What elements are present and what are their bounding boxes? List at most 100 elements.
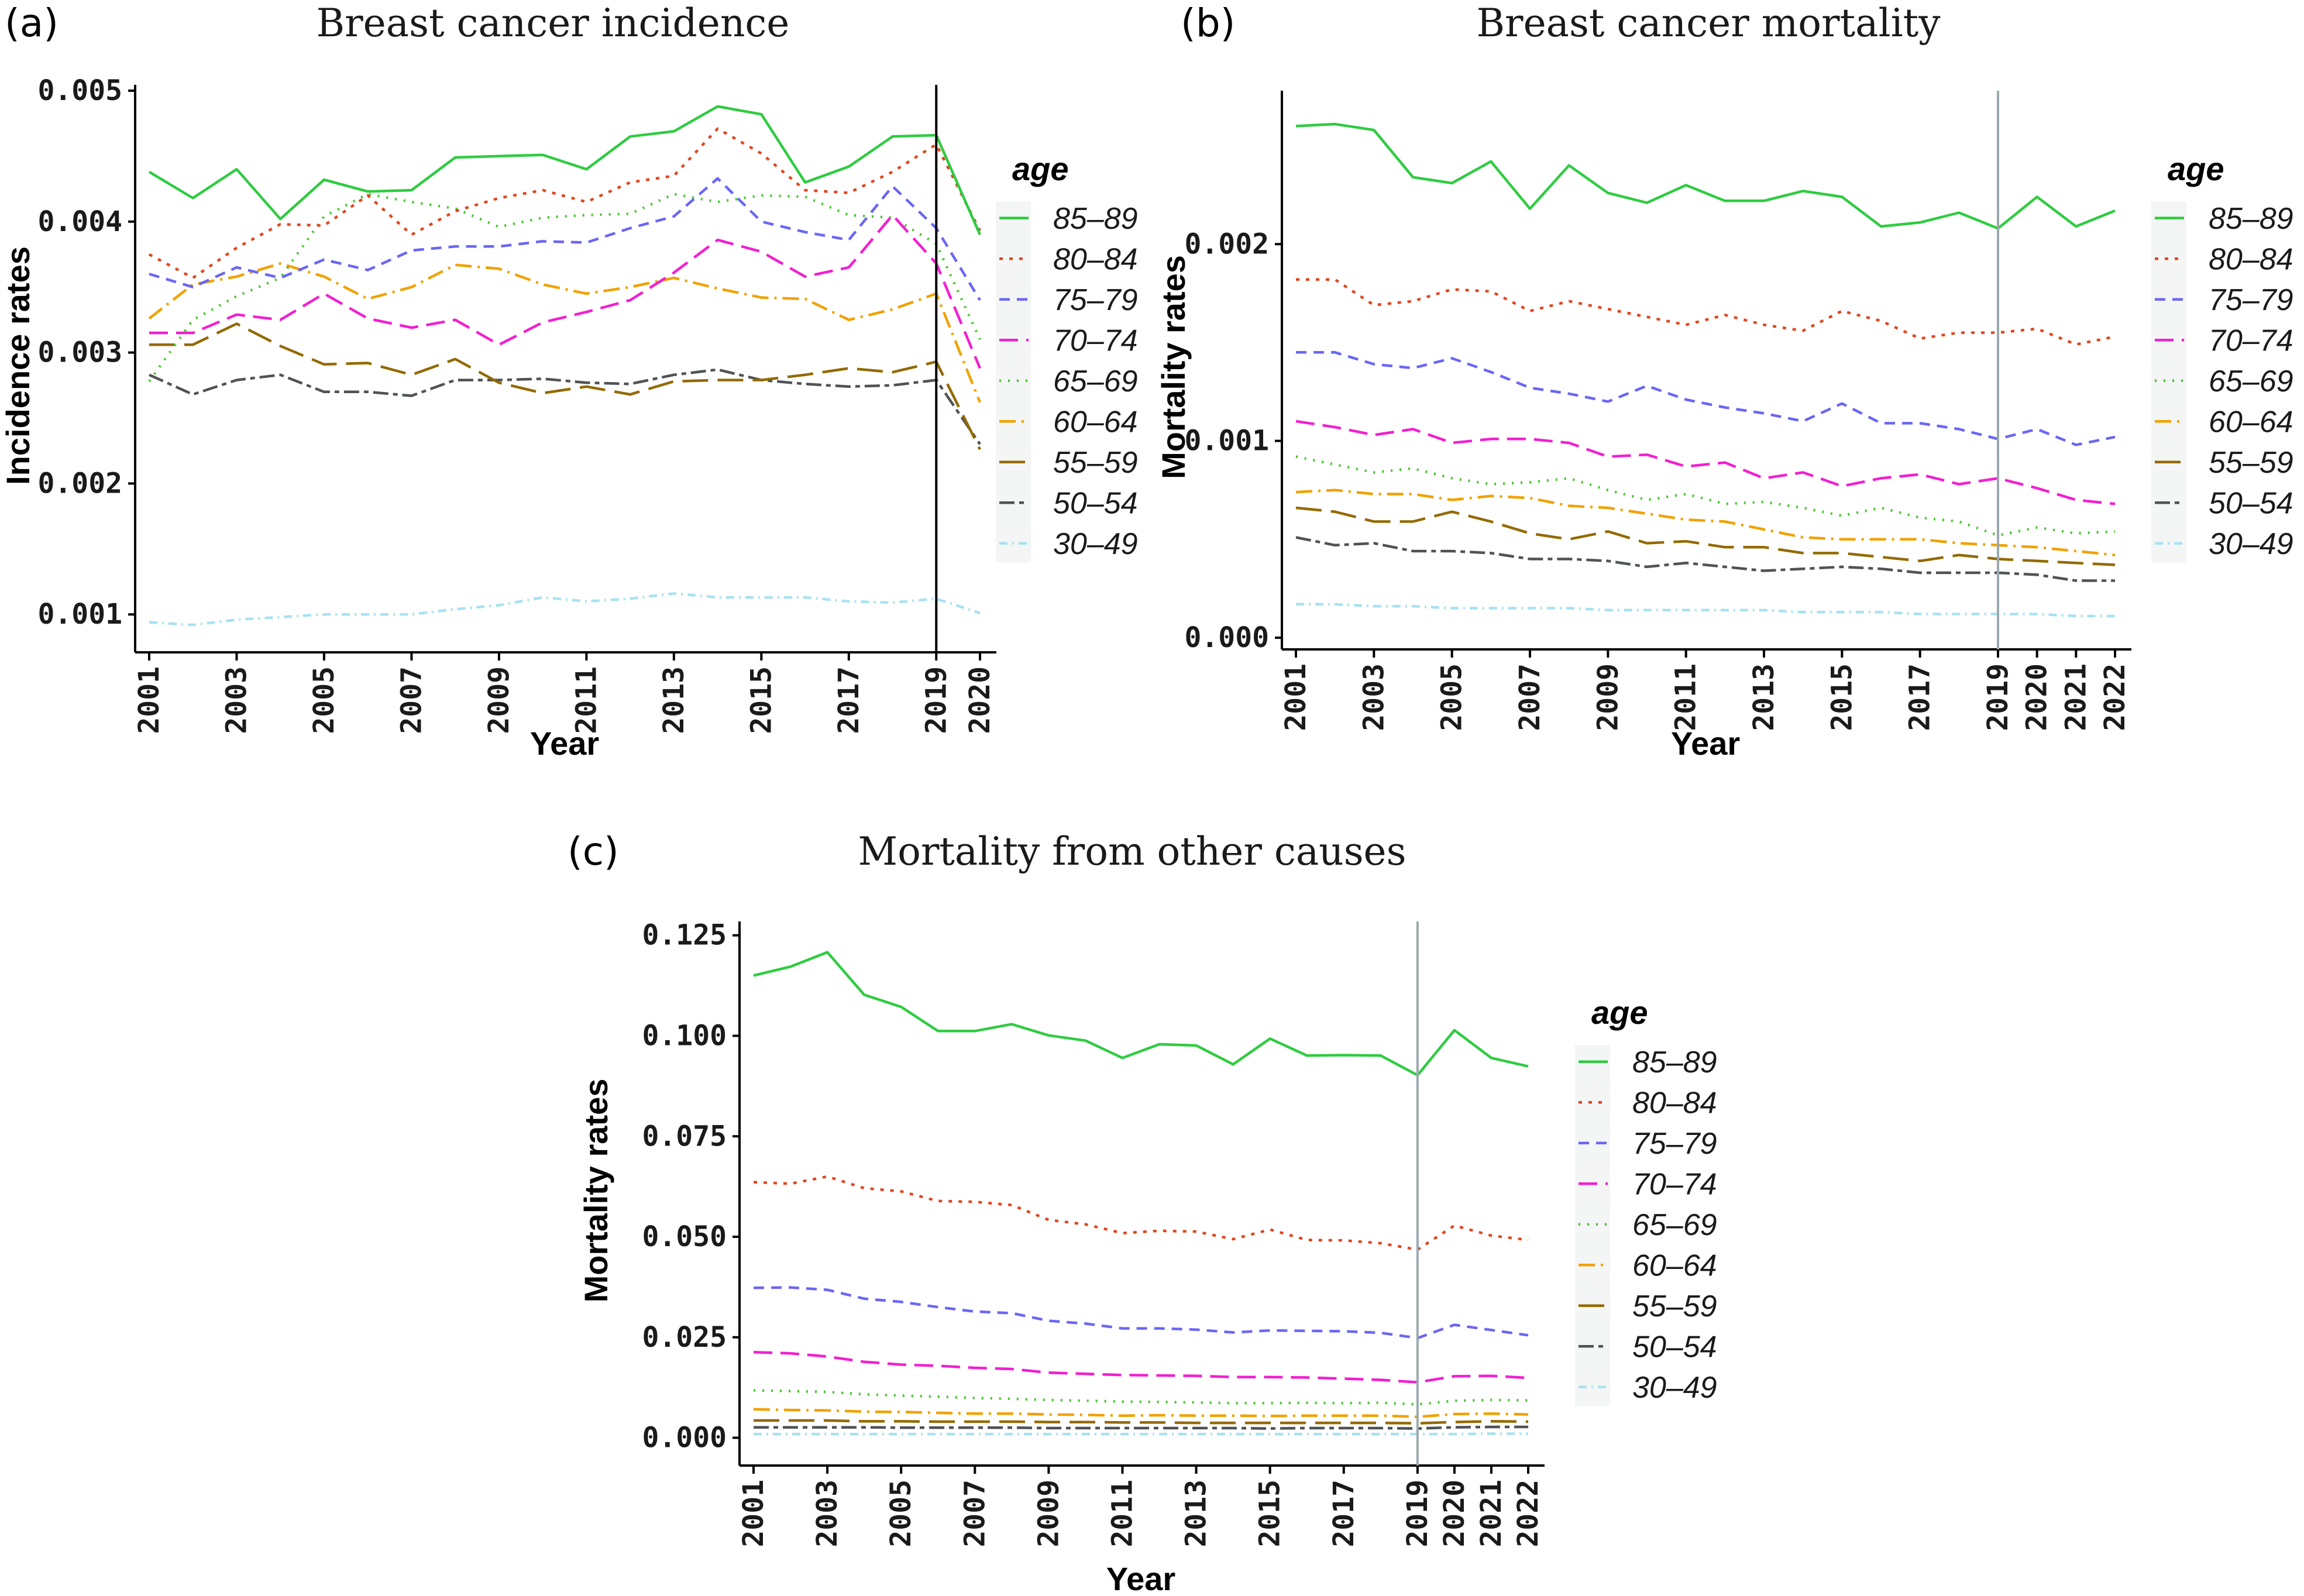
panel-b-series-30-49 <box>1296 603 2115 618</box>
panel-a-x-tick-label: 2020 <box>964 666 996 734</box>
panel-a-plot-area: 0.001 0.002 0.003 0.004 0.005 2001 2003 2005 200… <box>0 74 996 762</box>
panel-a-legend-label-30-49: 30–49 <box>1053 527 1138 561</box>
panel-a-series-80-84 <box>148 127 982 280</box>
panel-c-x-tick-label: 2001 <box>737 1480 770 1547</box>
panel-b-legend-label-65-69: 65–69 <box>2209 364 2293 398</box>
panel-a-legend-label-60-64: 60–64 <box>1053 405 1138 439</box>
panel-c-legend-label-80-84: 80–84 <box>1632 1086 1717 1120</box>
panel-a-x-tick-label: 2019 <box>920 666 952 734</box>
panel-a-series-75-79 <box>149 177 981 301</box>
panel-c-legend-label-50-54: 50–54 <box>1632 1330 1717 1364</box>
panel-a-y-tick-label: 0.004 <box>38 205 123 238</box>
panel-c-legend-label-70-74: 70–74 <box>1632 1167 1717 1201</box>
panel-a-x-tick-label: 2017 <box>833 666 865 734</box>
panel-b-series-75-79 <box>1296 351 2116 446</box>
panel-a-series-30-49 <box>149 592 981 627</box>
panel-a-x-axis-title: Year <box>530 725 599 762</box>
panel-a-y-axis-title: Incidence rates <box>0 246 36 485</box>
panel-b-series-50-54 <box>1295 536 2115 582</box>
panel-a-legend-label-85-89: 85–89 <box>1053 202 1138 236</box>
panel-a-legend-label-80-84: 80–84 <box>1053 242 1138 276</box>
panel-c-x-tick-label: 2011 <box>1106 1480 1139 1547</box>
panel-b-legend-label-85-89: 85–89 <box>2209 202 2293 236</box>
panel-b-x-tick-label: 2019 <box>1982 663 2014 731</box>
panel-a-y-tick-label: 0.005 <box>38 74 123 107</box>
panel-c-series-85-89 <box>753 951 1529 1077</box>
panel-a-series-70-74 <box>149 214 982 369</box>
panel-c-series-55-59 <box>754 1419 1529 1425</box>
panel-a-legend-label-65-69: 65–69 <box>1053 364 1138 398</box>
panel-b-series-60-64 <box>1295 489 2116 556</box>
panel-c-plot-area: 0.000 0.025 0.050 0.075 0.100 0.125 2001 2003 20… <box>577 919 1545 1596</box>
panel-a-x-tick-label: 2001 <box>133 666 166 734</box>
panel-c-x-axis-title: Year <box>1106 1560 1175 1596</box>
panel-a-y-tick-label: 0.002 <box>38 467 123 500</box>
panel-b-x-tick-label: 2013 <box>1748 663 1780 731</box>
panel-b-title: Breast cancer mortality <box>1477 1 1941 46</box>
panel-b-series-70-74 <box>1295 419 2116 505</box>
panel-c-x-tick-label: 2020 <box>1438 1480 1471 1547</box>
panel-b: (b) Breast cancer mortality 0.0000.0010.… <box>1155 1 2293 762</box>
panel-c-x-tick-label: 2022 <box>1512 1480 1545 1547</box>
panel-a-x-tick-label: 2003 <box>220 666 253 734</box>
panel-c-series-70-74 <box>753 1350 1529 1384</box>
panel-c-x-tick-label: 2021 <box>1475 1480 1508 1547</box>
panel-c-y-tick-label: 0.050 <box>642 1220 727 1253</box>
panel-b-x-tick-label: 2011 <box>1670 663 1703 731</box>
panel-b-x-tick-label: 2007 <box>1514 663 1546 731</box>
panel-a-x-tick-label: 2005 <box>308 666 341 734</box>
panel-a-x-tick-label: 2013 <box>658 666 690 734</box>
panel-c-legend-title: age <box>1591 994 1648 1031</box>
panel-b-legend-label-80-84: 80–84 <box>2209 242 2293 276</box>
panel-a-series-60-64 <box>148 262 982 403</box>
panel-c-y-tick-label: 0.000 <box>642 1422 727 1454</box>
panel-c-y-tick-label: 0.025 <box>642 1321 727 1354</box>
panel-c-x-tick-label: 2003 <box>811 1480 844 1547</box>
panel-c-x-tick-label: 2005 <box>885 1480 917 1547</box>
panel-b-letter: (b) <box>1181 1 1235 46</box>
panel-c-legend-label-75-79: 75–79 <box>1632 1127 1717 1161</box>
panel-a-x-tick-label: 2007 <box>395 666 428 734</box>
panel-a-legend: age 85–89 80–84 75–79 70–74 65–69 60–64 55–59 50… <box>996 150 1138 563</box>
panel-a: (a) Breast cancer incidence 0.0010.0020.… <box>0 1 1138 762</box>
panel-a-legend-label-75-79: 75–79 <box>1053 283 1138 317</box>
panel-c-y-axis-title: Mortality rates <box>577 1079 614 1303</box>
panel-a-legend-title: age <box>1012 150 1069 187</box>
panel-b-series-55-59 <box>1295 506 2116 566</box>
panel-a-letter: (a) <box>5 1 59 46</box>
panel-b-x-axis-title: Year <box>1671 725 1740 762</box>
panel-c-title: Mortality from other causes <box>858 829 1407 874</box>
panel-b-legend-label-55-59: 55–59 <box>2209 446 2293 480</box>
panel-c-legend-label-65-69: 65–69 <box>1632 1208 1717 1242</box>
panel-c-x-tick-label: 2009 <box>1032 1480 1065 1547</box>
panel-c-y-tick-label: 0.075 <box>642 1120 727 1153</box>
panel-b-x-tick-label: 2022 <box>2099 663 2131 731</box>
panel-a-legend-label-55-59: 55–59 <box>1053 446 1138 480</box>
panel-b-x-tick-label: 2001 <box>1280 663 1312 731</box>
panel-b-legend-label-30-49: 30–49 <box>2209 527 2293 561</box>
panel-b-series-85-89 <box>1295 122 2116 230</box>
panel-b-x-tick-label: 2009 <box>1591 663 1624 731</box>
panel-b-x-tick-label: 2015 <box>1825 663 1858 731</box>
panel-c-series-80-84 <box>753 1175 1529 1251</box>
panel-a-series-50-54 <box>149 368 981 445</box>
panel-c-series-50-54 <box>754 1425 1528 1430</box>
panel-c-legend-label-60-64: 60–64 <box>1632 1248 1717 1282</box>
panel-a-series-55-59 <box>149 322 982 450</box>
panel-a-legend-label-70-74: 70–74 <box>1053 324 1138 357</box>
panel-b-series-80-84 <box>1296 278 2116 346</box>
panel-c-series-65-69 <box>753 1389 1529 1406</box>
panel-b-x-tick-label: 2005 <box>1436 663 1469 731</box>
panel-b-legend-label-60-64: 60–64 <box>2209 405 2293 439</box>
panel-b-y-tick-label: 0.000 <box>1185 621 1270 654</box>
panel-a-x-tick-label: 2009 <box>483 666 515 734</box>
panel-b-y-tick-label: 0.001 <box>1185 425 1270 458</box>
panel-c: (c) Mortality from other causes 0.0000.0… <box>568 829 1717 1596</box>
panel-b-legend-label-70-74: 70–74 <box>2209 324 2293 357</box>
panel-b-legend-label-75-79: 75–79 <box>2209 283 2293 317</box>
panel-c-legend-label-55-59: 55–59 <box>1632 1289 1717 1323</box>
panel-b-x-tick-label: 2003 <box>1357 663 1390 731</box>
panel-a-series-65-69 <box>148 192 982 383</box>
panel-a-y-tick-label: 0.001 <box>38 598 123 631</box>
